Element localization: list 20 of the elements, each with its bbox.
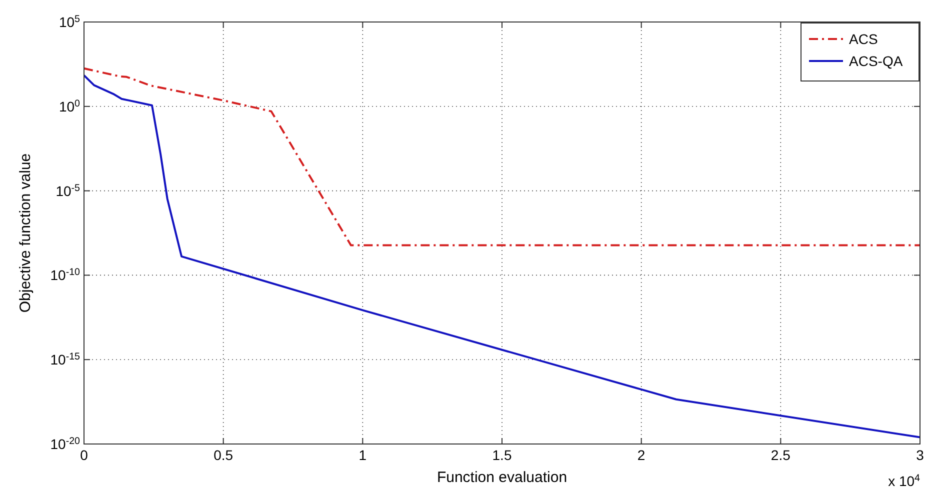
line-series xyxy=(84,74,920,438)
y-tick-label: 10$^{-10}$ xyxy=(50,266,81,284)
x-tick-label: 0.5 xyxy=(214,447,234,463)
y-axis-title: Objective function value xyxy=(17,153,34,313)
x-axis-title: Function evaluation xyxy=(436,469,568,486)
text: x 10$^{4}$ xyxy=(888,472,921,489)
legend-label: ACS xyxy=(849,31,878,47)
y-tick-label: 10$^{0}$ xyxy=(58,98,81,114)
legend-label: ACS-QA xyxy=(849,53,904,69)
x-tick-label: 2.5 xyxy=(770,447,791,463)
y-tick-label: 10$^{-5}$ xyxy=(56,182,81,199)
y-tick-label: 10$^{-15}$ xyxy=(50,351,81,368)
x-tick-label: 1.5 xyxy=(492,447,512,463)
x-tick-label: 3 xyxy=(916,447,924,463)
x-tick-label: 2 xyxy=(637,447,646,463)
y-tick-label: 10$^{-20}$ xyxy=(50,436,81,452)
line-series xyxy=(84,67,920,246)
x-tick-label: 1 xyxy=(358,447,367,463)
x-tick-label: 0 xyxy=(80,447,88,463)
y-tick-label: 10$^{5}$ xyxy=(58,14,81,30)
